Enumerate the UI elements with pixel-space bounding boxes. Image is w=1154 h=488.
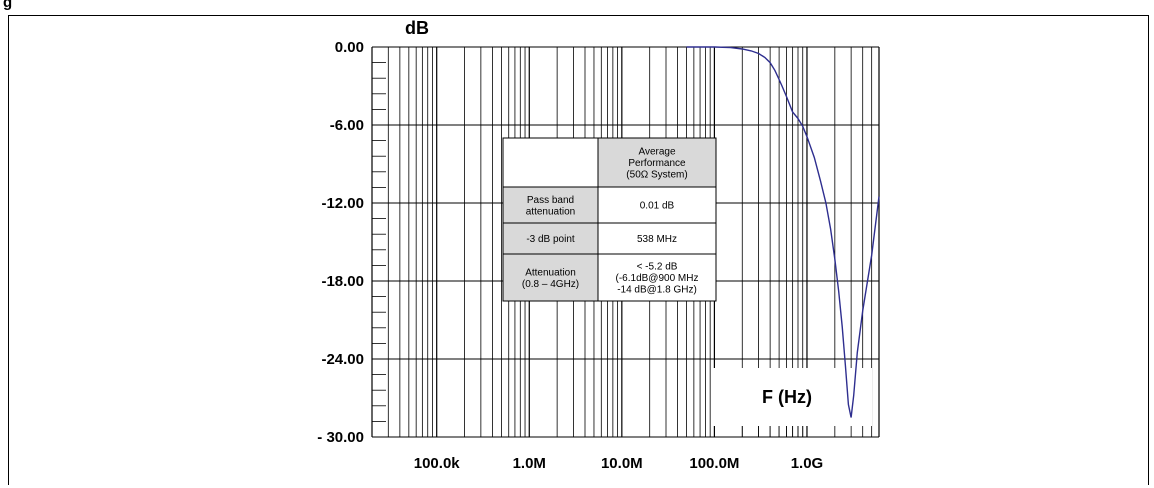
- table-label-cell: [502, 222, 599, 255]
- series-group: [686, 46, 880, 418]
- x-tick-label: 1.0G: [791, 455, 824, 472]
- table-row-label: Attenuation: [525, 267, 576, 278]
- x-axis-label-box: F (Hz): [712, 368, 872, 437]
- table-row-value: 0.01 dB: [640, 201, 675, 212]
- y-tick-label: -6.00: [330, 117, 364, 134]
- x-tick-label: 100.0M: [689, 455, 739, 472]
- table-header-text: (50Ω System): [626, 170, 687, 181]
- table-header-text: Performance: [628, 158, 686, 169]
- x-axis-title: F (Hz): [762, 387, 812, 407]
- table-value-cell: [597, 253, 717, 302]
- major-gridlines: [371, 46, 880, 438]
- response-curve: [686, 46, 880, 418]
- x-tick-label: 1.0M: [513, 455, 546, 472]
- x-axis-ticks: 100.0k 1.0M 10.0M 100.0M 1.0G: [414, 455, 823, 472]
- figure-frame: [8, 15, 1149, 485]
- figure-label: g: [3, 0, 13, 11]
- y-tick-label: -12.00: [321, 195, 364, 212]
- y-tick-label: - 30.00: [317, 429, 364, 446]
- table-label-cell: [502, 253, 599, 302]
- x-tick-label: 10.0M: [601, 455, 643, 472]
- table-row-value: 538 MHz: [637, 234, 677, 245]
- y-tick-label: -24.00: [321, 351, 364, 368]
- table-row-label: Pass band: [527, 195, 574, 206]
- x-tick-label: 100.0k: [414, 455, 461, 472]
- table-value-cell: [597, 222, 717, 255]
- table-row-value: -14 dB@1.8 GHz): [617, 285, 697, 296]
- table-row-value: < -5.2 dB: [637, 262, 678, 273]
- x-axis-label-background: [712, 368, 872, 426]
- table-row-label: -3 dB point: [526, 234, 575, 245]
- y-tick-label: -18.00: [321, 273, 364, 290]
- y-axis-ticks: 0.00 -6.00 -12.00 -18.00 -24.00 - 30.00: [317, 39, 386, 446]
- table-header-text: Average: [638, 147, 676, 158]
- table-row-label: attenuation: [526, 206, 576, 217]
- y-tick-label: 0.00: [335, 39, 364, 56]
- y-axis-title: dB: [405, 18, 429, 38]
- table-row-value: (-6.1dB@900 MHz: [616, 273, 699, 284]
- table-row-label: (0.8 – 4GHz): [522, 279, 579, 290]
